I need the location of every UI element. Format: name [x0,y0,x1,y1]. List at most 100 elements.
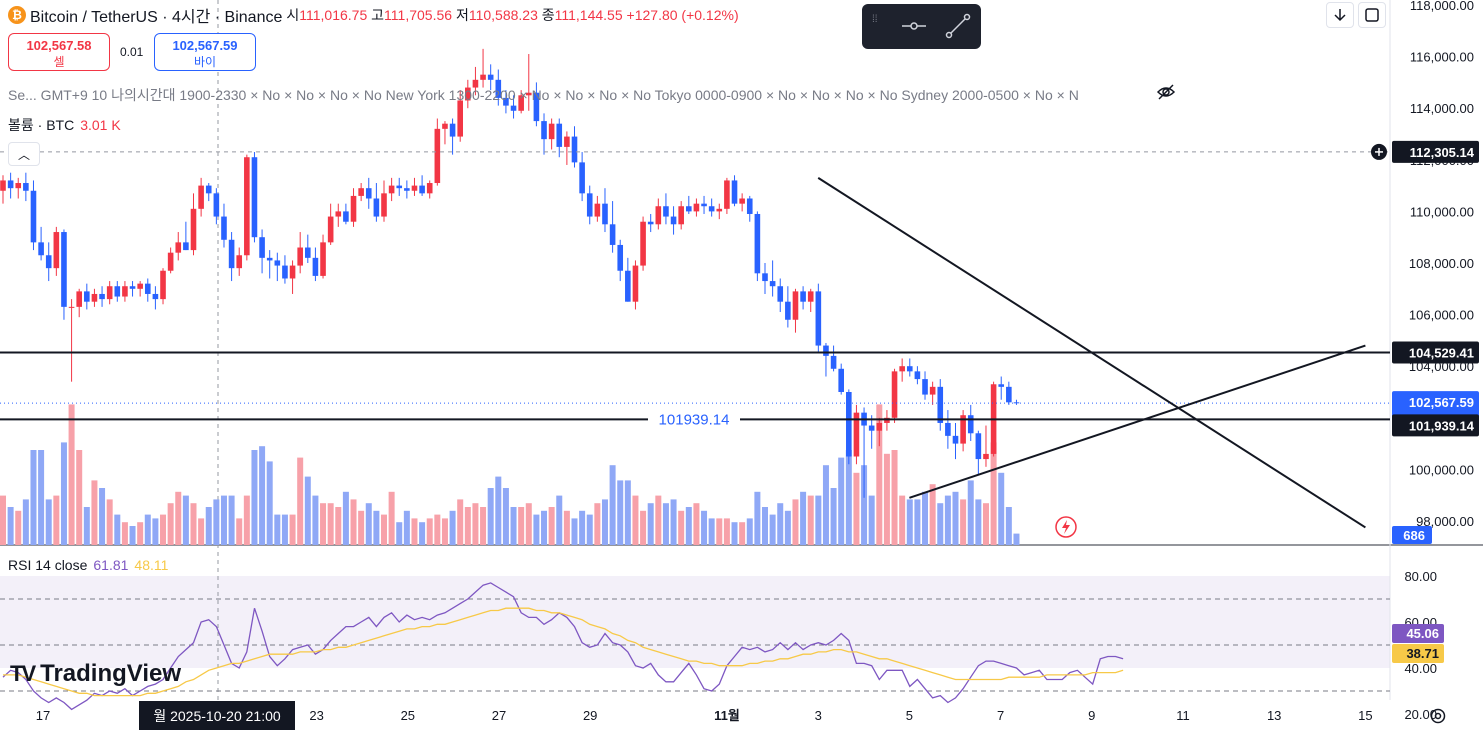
candle-body [518,95,524,111]
candle [68,299,75,382]
candle [15,177,22,199]
candle-body [914,371,921,380]
volume-bar [838,457,845,545]
fullscreen-button[interactable] [1358,2,1386,28]
horizontal-line-tool-icon[interactable] [900,15,928,37]
candle-body [686,206,692,212]
candle [30,180,37,251]
candle-body [625,270,631,302]
drawing-toolbar[interactable]: ⁞⁞ [862,4,981,49]
candle-body [358,188,364,196]
candle-body [282,265,288,279]
volume-bar [441,518,448,545]
candle [594,195,601,222]
candle [609,201,616,253]
time-axis: 17 23 25 27 29 11월 3 5 7 9 11 13 15 [36,708,1373,723]
candle [686,195,692,214]
volume-bar [678,510,685,545]
tradingview-logo[interactable]: TV TradingView [10,660,181,688]
candle-body [693,203,700,212]
volume-bar [388,491,395,545]
tradingview-mark-icon: TV [10,661,36,686]
volume-bar [358,510,365,545]
candle [419,175,425,196]
drag-handle-icon[interactable]: ⁞⁞ [872,14,878,25]
candle [800,286,806,310]
rsi-value-badge: 45.06 [1392,624,1444,643]
symbol-title[interactable]: Bitcoin / TetherUS · 4시간 · Binance [30,9,283,26]
candle [876,417,883,447]
candle-body [167,252,174,271]
candle [693,198,700,217]
collapse-legend-button[interactable]: ︿ [8,142,40,166]
volume-bar [960,499,967,545]
candle-body [655,206,662,225]
volume-bar [480,507,487,545]
gear-icon[interactable] [1428,706,1448,726]
rsi-line [2,582,1124,711]
buy-button[interactable]: 102,567.59 바이 [154,33,256,71]
candle [350,188,357,227]
candle [358,183,364,202]
trend-line-tool-icon[interactable] [944,12,972,40]
volume-bar [53,495,60,545]
volume-bar [289,514,296,545]
candle-body [724,180,730,209]
rsi-legend[interactable]: RSI 14 close 61.81 48.11 [8,557,168,573]
volume-bar [708,518,715,545]
volume-bar [342,491,349,545]
candle [670,206,677,235]
candle [335,203,342,227]
candle-body [122,286,128,297]
candle-body [975,433,982,460]
eye-off-icon[interactable] [1156,83,1176,101]
candle-body [701,203,707,207]
candle [152,286,159,310]
candle-body [983,453,989,460]
candle [945,410,951,449]
candle-body [998,384,1005,387]
volume-bar [632,495,639,545]
volume-legend[interactable]: 볼륨 · BTC 3.01 K [8,115,121,135]
candle-body [305,247,311,258]
volume-bar [601,499,608,545]
volume-bar [411,518,418,545]
candle [457,90,463,142]
volume-bar [198,518,205,545]
candle-body [754,213,761,274]
session-indicator-legend[interactable]: Se... GMT+9 10 나의시간대 1900-2330 × No × No… [8,87,1079,103]
sell-button[interactable]: 102,567.58 셀 [8,33,110,71]
candle [388,177,395,202]
candle [518,90,524,114]
candle [586,185,593,225]
volume-bar [563,510,570,545]
candle-body [541,121,547,140]
volume-bar [731,522,738,545]
high-label: 고 [371,7,385,23]
volume-badge-bg [1392,526,1432,544]
candle-body [289,265,296,279]
candle [724,177,730,214]
candle [716,203,723,220]
candle-body [244,157,250,256]
candle [929,381,936,405]
volume-bar [746,518,753,545]
volume-bar [45,499,52,545]
volume-bar [0,495,6,545]
candle-body [68,306,75,308]
alert-price-badge: 112,305.14 [1392,140,1479,163]
time-tick-label: 25 [401,708,415,723]
candle-body [739,198,745,204]
candle-body [213,193,220,217]
volume-bar [426,518,433,545]
candle-body [99,293,105,300]
candle-body [564,136,570,147]
volume-bar [518,507,525,545]
candle [617,239,624,282]
lightning-alert-icon[interactable] [1054,515,1078,539]
volume-bar [160,514,167,545]
download-button[interactable] [1326,2,1354,28]
candle-body [426,183,433,194]
